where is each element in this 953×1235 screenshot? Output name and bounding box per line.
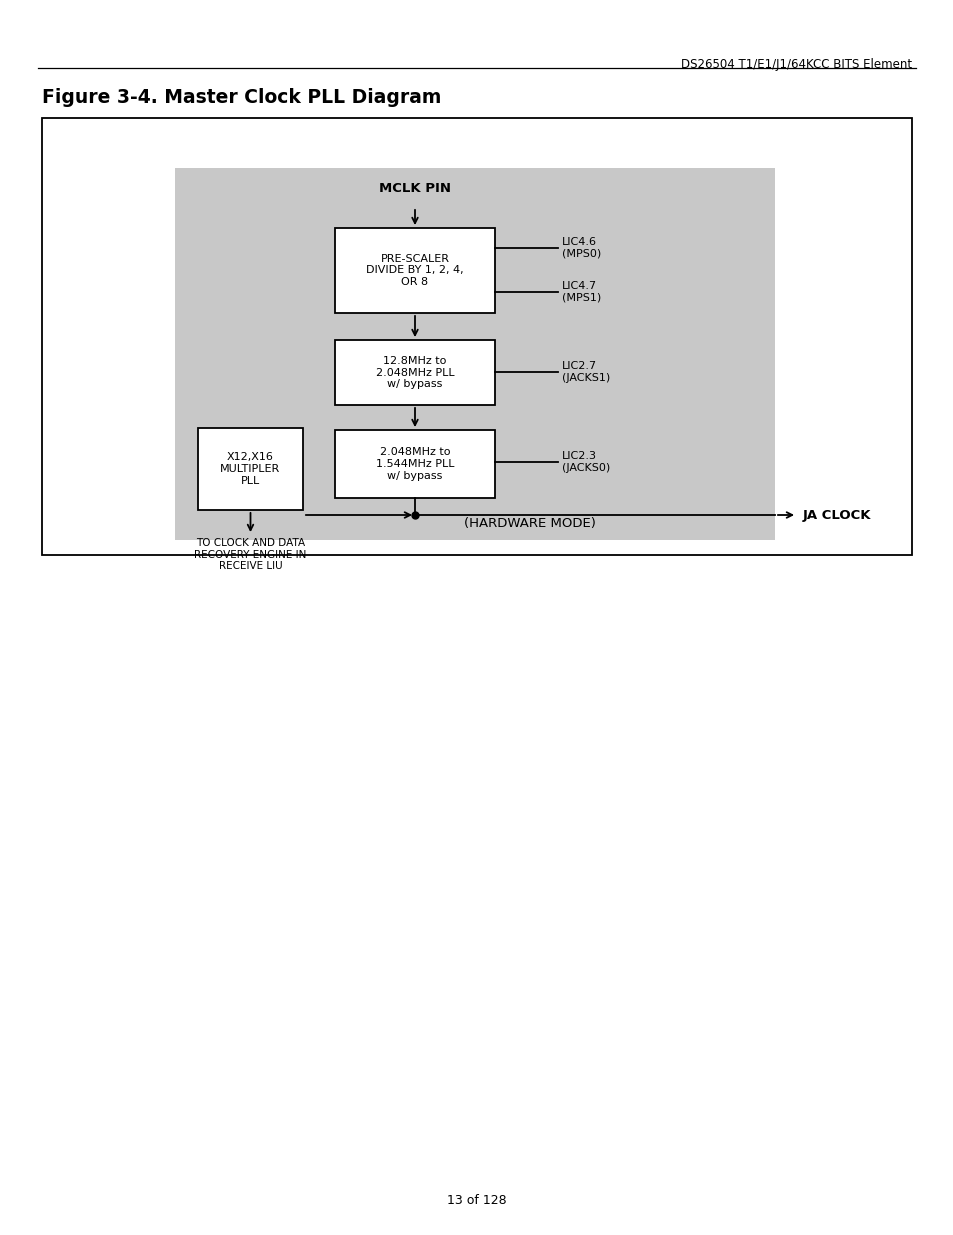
Text: LIC2.3
(JACKS0): LIC2.3 (JACKS0)	[561, 451, 610, 473]
Bar	[335, 228, 495, 312]
Text: DS26504 T1/E1/J1/64KCC BITS Element: DS26504 T1/E1/J1/64KCC BITS Element	[680, 58, 911, 70]
Text: Figure 3-4. Master Clock PLL Diagram: Figure 3-4. Master Clock PLL Diagram	[42, 88, 441, 107]
Text: LIC4.6
(MPS0): LIC4.6 (MPS0)	[561, 237, 600, 259]
Bar	[42, 119, 911, 555]
Text: X12,X16
MULTIPLER
PLL: X12,X16 MULTIPLER PLL	[220, 452, 280, 485]
Bar	[174, 168, 774, 540]
Text: MCLK PIN: MCLK PIN	[378, 182, 451, 195]
Text: 2.048MHz to
1.544MHz PLL
w/ bypass: 2.048MHz to 1.544MHz PLL w/ bypass	[375, 447, 454, 480]
Text: JA CLOCK: JA CLOCK	[802, 509, 871, 521]
Text: 12.8MHz to
2.048MHz PLL
w/ bypass: 12.8MHz to 2.048MHz PLL w/ bypass	[375, 356, 454, 389]
Text: 13 of 128: 13 of 128	[447, 1193, 506, 1207]
Bar	[335, 430, 495, 498]
Text: PRE-SCALER
DIVIDE BY 1, 2, 4,
OR 8: PRE-SCALER DIVIDE BY 1, 2, 4, OR 8	[366, 254, 463, 287]
Bar	[198, 429, 303, 510]
Text: LIC2.7
(JACKS1): LIC2.7 (JACKS1)	[561, 361, 610, 383]
Bar	[335, 340, 495, 405]
Text: LIC4.7
(MPS1): LIC4.7 (MPS1)	[561, 282, 600, 303]
Text: (HARDWARE MODE): (HARDWARE MODE)	[463, 517, 596, 531]
Text: TO CLOCK AND DATA
RECOVERY ENGINE IN
RECEIVE LIU: TO CLOCK AND DATA RECOVERY ENGINE IN REC…	[194, 538, 306, 572]
